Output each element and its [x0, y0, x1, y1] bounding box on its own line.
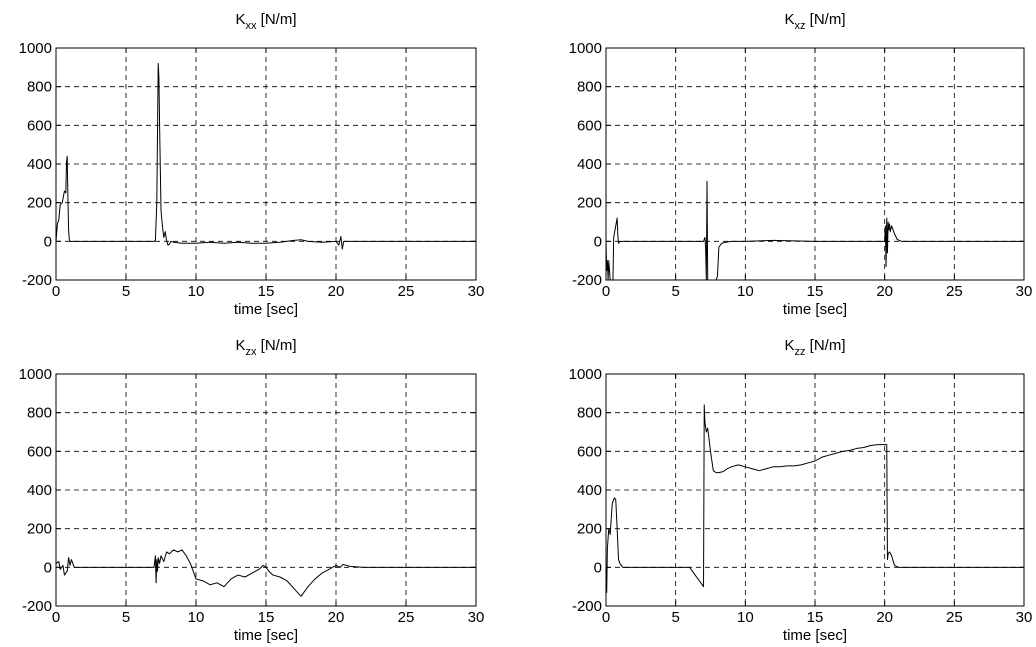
y-tick-label: 1000 [569, 366, 602, 383]
chart-title-subscript: xx [246, 20, 258, 32]
chart-title-unit: [N/m] [257, 11, 297, 28]
chart-title: Kxx [N/m] [235, 11, 296, 32]
x-tick-label: 25 [946, 283, 963, 300]
y-tick-label: 400 [27, 156, 52, 173]
y-tick-label: 1000 [569, 40, 602, 57]
x-tick-label: 20 [876, 609, 893, 626]
y-tick-label: 200 [27, 195, 52, 212]
y-tick-label: 600 [577, 443, 602, 460]
x-tick-label: 10 [188, 283, 205, 300]
y-tick-label: 800 [577, 405, 602, 422]
x-tick-label: 15 [807, 283, 824, 300]
chart-title-main: K [784, 337, 794, 354]
y-tick-label: -200 [572, 598, 602, 615]
x-tick-label: 10 [737, 283, 754, 300]
y-tick-label: 0 [44, 559, 52, 576]
x-tick-label: 30 [1016, 283, 1033, 300]
y-tick-label: 0 [594, 233, 602, 250]
x-tick-label: 10 [737, 609, 754, 626]
chart-title-subscript: zz [795, 346, 806, 358]
chart-title-unit: [N/m] [806, 11, 846, 28]
x-tick-label: 30 [468, 609, 485, 626]
chart-title-main: K [235, 11, 245, 28]
x-axis-label: time [sec] [783, 301, 847, 318]
x-tick-label: 15 [807, 609, 824, 626]
x-tick-label: 15 [258, 609, 275, 626]
chart-title-subscript: xz [795, 20, 806, 32]
y-tick-label: 800 [577, 79, 602, 96]
x-tick-label: 5 [122, 283, 130, 300]
y-tick-label: 800 [27, 79, 52, 96]
x-axis-label: time [sec] [234, 301, 298, 318]
y-tick-label: 200 [27, 521, 52, 538]
series-line [606, 180, 1024, 280]
y-tick-label: 800 [27, 405, 52, 422]
chart-title-main: K [784, 11, 794, 28]
series-line [606, 404, 1024, 593]
x-tick-label: 25 [398, 283, 415, 300]
y-tick-label: 400 [577, 156, 602, 173]
y-tick-label: 1000 [19, 40, 52, 57]
x-tick-label: 30 [1016, 609, 1033, 626]
y-tick-label: 0 [594, 559, 602, 576]
x-tick-label: 15 [258, 283, 275, 300]
x-axis-label: time [sec] [783, 627, 847, 644]
y-tick-label: 1000 [19, 366, 52, 383]
chart-title-unit: [N/m] [806, 337, 846, 354]
x-tick-label: 30 [468, 283, 485, 300]
x-tick-label: 25 [946, 609, 963, 626]
x-tick-label: 20 [876, 283, 893, 300]
y-tick-label: 600 [577, 117, 602, 134]
x-tick-label: 5 [671, 283, 679, 300]
chart-title-unit: [N/m] [257, 337, 297, 354]
x-axis-label: time [sec] [234, 627, 298, 644]
x-tick-label: 20 [328, 283, 345, 300]
chart-title-main: K [235, 337, 245, 354]
series-line [56, 62, 476, 250]
x-tick-label: 5 [671, 609, 679, 626]
y-tick-label: 600 [27, 443, 52, 460]
chart-title: Kxz [N/m] [784, 11, 845, 32]
y-tick-label: 400 [27, 482, 52, 499]
x-tick-label: 5 [122, 609, 130, 626]
x-tick-label: 0 [602, 283, 610, 300]
y-tick-label: 200 [577, 521, 602, 538]
y-tick-label: -200 [572, 272, 602, 289]
x-tick-label: 20 [328, 609, 345, 626]
y-tick-label: -200 [22, 272, 52, 289]
chart-title-subscript: zx [246, 346, 258, 358]
x-tick-label: 10 [188, 609, 205, 626]
x-tick-label: 0 [52, 609, 60, 626]
series-line [56, 549, 476, 597]
y-tick-label: 600 [27, 117, 52, 134]
y-tick-label: 400 [577, 482, 602, 499]
y-tick-label: 0 [44, 233, 52, 250]
chart-title: Kzz [N/m] [784, 337, 845, 358]
y-tick-label: 200 [577, 195, 602, 212]
x-tick-label: 0 [602, 609, 610, 626]
x-tick-label: 25 [398, 609, 415, 626]
x-tick-label: 0 [52, 283, 60, 300]
chart-title: Kzx [N/m] [235, 337, 296, 358]
y-tick-label: -200 [22, 598, 52, 615]
